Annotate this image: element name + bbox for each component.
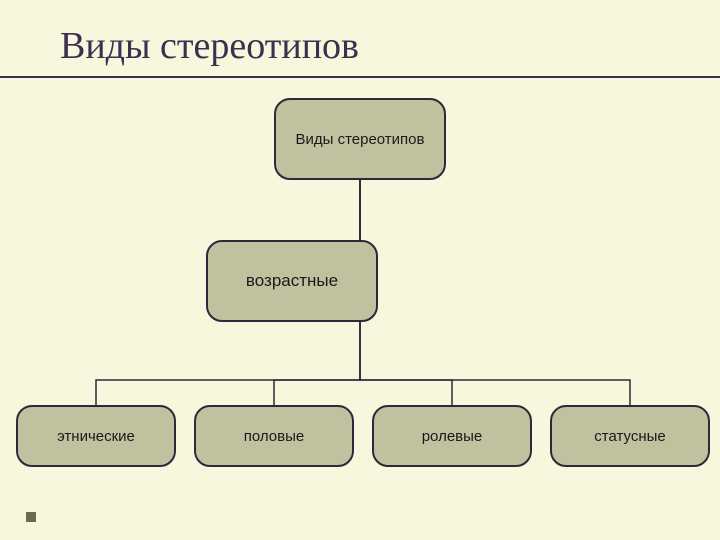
node-ethnic: этнические <box>16 405 176 467</box>
title-underline <box>0 76 720 78</box>
node-gender: половые <box>194 405 354 467</box>
footer-bullet-icon <box>26 512 36 522</box>
node-role: ролевые <box>372 405 532 467</box>
node-root: Виды стереотипов <box>274 98 446 180</box>
node-age: возрастные <box>206 240 378 322</box>
slide-title: Виды стереотипов <box>60 24 359 68</box>
node-status: статусные <box>550 405 710 467</box>
